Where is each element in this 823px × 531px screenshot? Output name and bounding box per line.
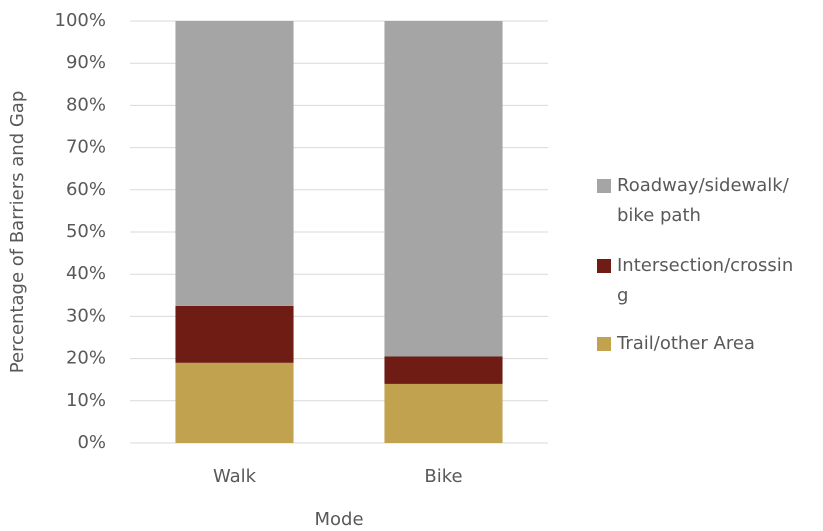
x-tick-label: Walk — [213, 466, 257, 487]
x-axis-label: Mode — [314, 509, 363, 530]
legend-item: Roadway/sidewalk/bike path — [597, 171, 797, 231]
legend-item: Intersection/crossing — [597, 251, 797, 311]
legend-swatch — [597, 179, 611, 193]
y-tick-label: 100% — [55, 10, 106, 31]
legend-label: Intersection/crossing — [617, 255, 794, 306]
legend-label: Trail/other Area — [617, 333, 755, 354]
y-axis-label: Percentage of Barriers and Gap — [7, 91, 28, 373]
y-tick-label: 10% — [66, 390, 106, 411]
bar-segment — [175, 362, 294, 443]
y-tick-label: 20% — [66, 348, 106, 369]
y-tick-label: 40% — [66, 263, 106, 284]
y-tick-label: 60% — [66, 179, 106, 200]
legend-label: Roadway/sidewalk/bike path — [617, 175, 789, 226]
bar-segment — [175, 21, 294, 306]
legend-swatch — [597, 259, 611, 273]
y-tick-label: 90% — [66, 52, 106, 73]
bar-segment — [384, 21, 503, 357]
y-tick-label: 70% — [66, 137, 106, 158]
y-tick-label: 50% — [66, 221, 106, 242]
bar-segment — [175, 305, 294, 363]
bar-segment — [384, 383, 503, 443]
y-tick-label: 80% — [66, 94, 106, 115]
legend-swatch — [597, 337, 611, 351]
legend-item: Trail/other Area — [597, 329, 797, 359]
y-tick-label: 0% — [77, 432, 106, 453]
bar-segment — [384, 356, 503, 384]
x-tick-label: Bike — [424, 466, 462, 487]
y-tick-label: 30% — [66, 305, 106, 326]
